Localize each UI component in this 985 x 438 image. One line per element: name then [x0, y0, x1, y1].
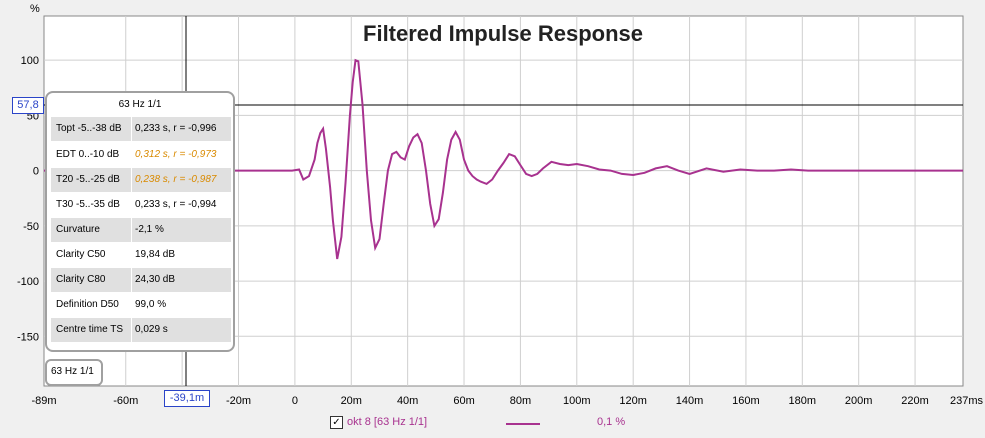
impulse-series-line	[44, 58, 963, 260]
param-label: Curvature	[56, 224, 100, 235]
legend-value-label: 0,1 %	[597, 416, 626, 428]
param-label: T30 -5..-35 dB	[56, 199, 120, 210]
param-row-d50: Definition D50 99,0 %	[51, 293, 231, 317]
param-value: 0,312 s, r = -0,973	[135, 149, 217, 160]
x-tick-label: 140m	[676, 395, 704, 407]
y-tick-label: 0	[33, 166, 39, 178]
x-tick-label: 200m	[845, 395, 873, 407]
x-tick-label: -20m	[226, 395, 251, 407]
legend-series-label: okt 8 [63 Hz 1/1]	[347, 416, 428, 428]
series-visibility-checkbox[interactable]: ✓	[330, 416, 343, 429]
x-tick-label: 60m	[453, 395, 474, 407]
param-label: T20 -5..-25 dB	[56, 174, 120, 185]
param-value: 0,029 s	[135, 324, 168, 335]
band-selector-label: 63 Hz 1/1	[51, 366, 94, 377]
y-tick-label: -150	[17, 331, 39, 343]
x-tick-label: 237ms	[950, 395, 984, 407]
param-value: 0,233 s, r = -0,994	[135, 199, 217, 210]
param-value: 0,238 s, r = -0,987	[135, 174, 217, 185]
y-tick-label: -50	[23, 221, 39, 233]
x-tick-label: 80m	[510, 395, 531, 407]
param-row-t20: T20 -5..-25 dB 0,238 s, r = -0,987	[51, 168, 231, 192]
chart-title: Filtered Impulse Response	[363, 21, 643, 46]
param-row-topt: Topt -5..-38 dB 0,233 s, r = -0,996	[51, 117, 231, 141]
band-selector-button[interactable]: 63 Hz 1/1	[45, 359, 103, 386]
x-tick-label: 220m	[901, 395, 929, 407]
param-label: Definition D50	[56, 299, 119, 310]
x-tick-label: -89m	[31, 395, 56, 407]
x-tick-label: -60m	[113, 395, 138, 407]
param-label: Clarity C50	[56, 249, 106, 260]
param-value: -2,1 %	[135, 224, 164, 235]
acoustic-parameters-panel: 63 Hz 1/1 Topt -5..-38 dB 0,233 s, r = -…	[45, 91, 235, 352]
x-tick-label: 120m	[619, 395, 647, 407]
param-row-c50: Clarity C50 19,84 dB	[51, 243, 231, 267]
x-tick-label: 160m	[732, 395, 760, 407]
cursor-x-readout: -39,1m	[164, 390, 210, 407]
param-row-c80: Clarity C80 24,30 dB	[51, 268, 231, 292]
param-row-t30: T30 -5..-35 dB 0,233 s, r = -0,994	[51, 193, 231, 217]
y-axis-unit: %	[30, 3, 40, 15]
param-label: Centre time TS	[56, 324, 124, 335]
y-tick-label: 100	[21, 55, 39, 67]
x-tick-label: 100m	[563, 395, 591, 407]
param-label: EDT 0..-10 dB	[56, 149, 120, 160]
param-value: 24,30 dB	[135, 274, 176, 285]
param-row-edt: EDT 0..-10 dB 0,312 s, r = -0,973	[51, 143, 231, 167]
panel-title: 63 Hz 1/1	[118, 99, 162, 110]
param-row-curvature: Curvature -2,1 %	[51, 218, 231, 242]
x-tick-label: 40m	[397, 395, 418, 407]
param-value: 19,84 dB	[135, 249, 176, 260]
x-tick-label: 0	[292, 395, 298, 407]
x-tick-labels: -89m -60m -20m 0 20m 40m 60m 80m 100m 120m 140m 160…	[31, 395, 983, 407]
param-value: 0,233 s, r = -0,996	[135, 123, 217, 134]
x-tick-label: 180m	[789, 395, 817, 407]
param-row-ts: Centre time TS 0,029 s	[51, 318, 231, 342]
cursor-y-readout: 57,8	[12, 97, 44, 114]
param-value: 99,0 %	[135, 299, 167, 310]
param-label: Topt -5..-38 dB	[56, 123, 122, 134]
y-tick-label: -100	[17, 276, 39, 288]
param-label: Clarity C80	[56, 274, 106, 285]
x-tick-label: 20m	[341, 395, 362, 407]
